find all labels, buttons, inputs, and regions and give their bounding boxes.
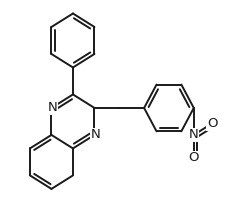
Text: O: O — [189, 151, 199, 164]
Text: N: N — [48, 101, 57, 114]
Text: N: N — [189, 128, 199, 141]
Text: N: N — [91, 128, 100, 141]
Text: O: O — [207, 117, 217, 130]
